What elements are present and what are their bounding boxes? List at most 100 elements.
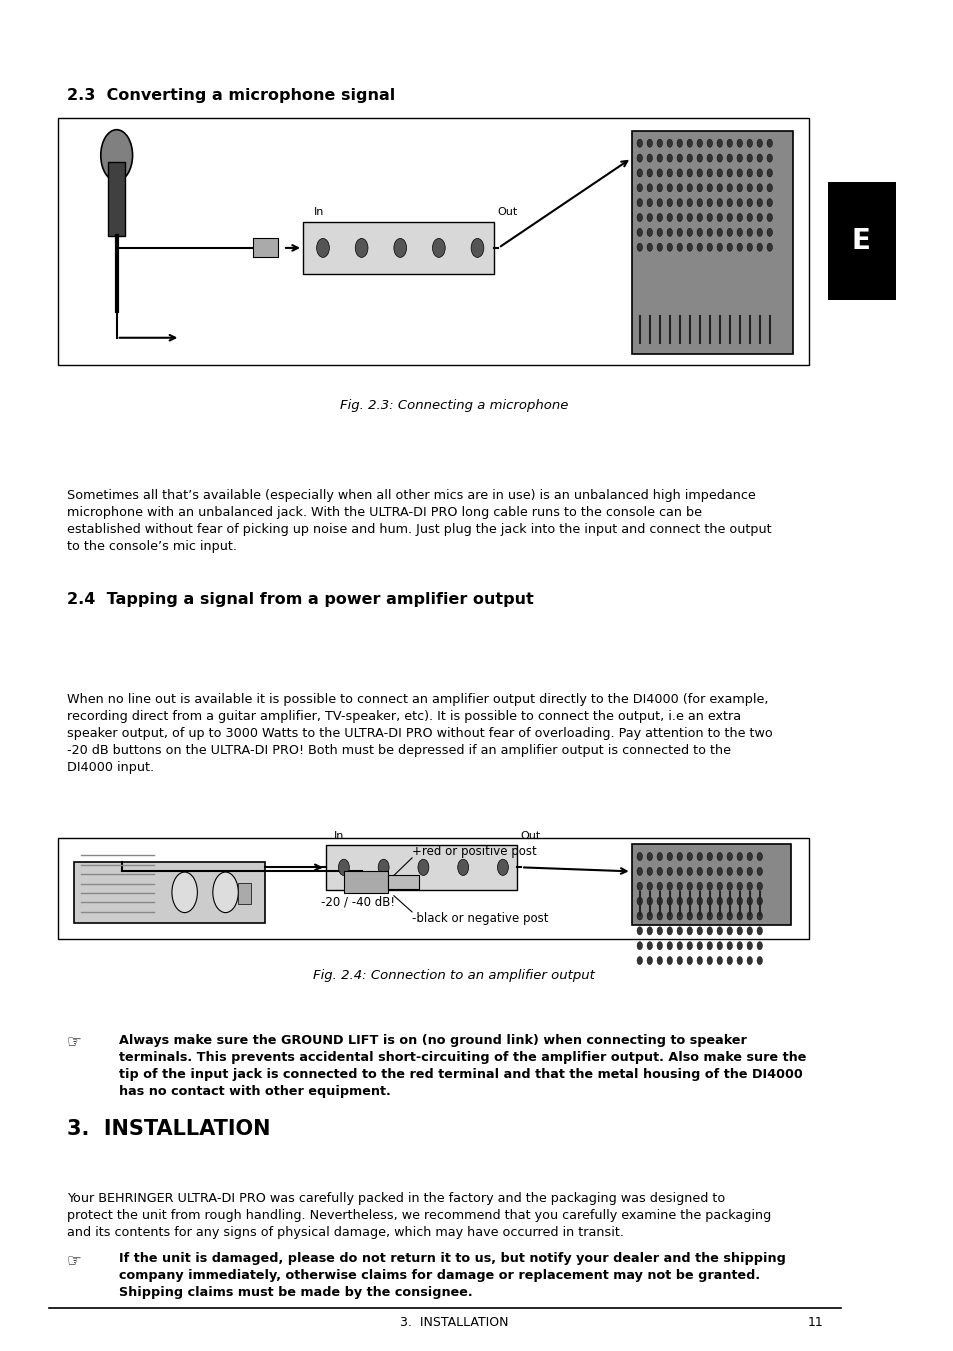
Circle shape <box>757 154 761 162</box>
Circle shape <box>637 184 641 192</box>
Circle shape <box>677 882 681 890</box>
Circle shape <box>766 199 772 207</box>
Circle shape <box>637 228 641 236</box>
Circle shape <box>657 852 661 861</box>
Circle shape <box>746 897 752 905</box>
Circle shape <box>766 243 772 251</box>
Circle shape <box>666 897 672 905</box>
Circle shape <box>666 927 672 935</box>
Circle shape <box>757 867 761 875</box>
Circle shape <box>697 942 701 950</box>
Circle shape <box>737 882 741 890</box>
Circle shape <box>726 184 732 192</box>
Circle shape <box>726 912 732 920</box>
Circle shape <box>706 897 712 905</box>
Circle shape <box>637 243 641 251</box>
Circle shape <box>717 927 721 935</box>
Circle shape <box>706 213 712 222</box>
Text: 2.3  Converting a microphone signal: 2.3 Converting a microphone signal <box>67 88 395 103</box>
Bar <box>57 118 808 365</box>
Circle shape <box>666 154 672 162</box>
Circle shape <box>746 154 752 162</box>
Circle shape <box>717 228 721 236</box>
Circle shape <box>737 957 741 965</box>
Text: Your BEHRINGER ULTRA-DI PRO was carefully packed in the factory and the packagin: Your BEHRINGER ULTRA-DI PRO was carefull… <box>67 1192 770 1239</box>
Circle shape <box>394 238 406 258</box>
Circle shape <box>746 942 752 950</box>
Circle shape <box>637 199 641 207</box>
Circle shape <box>666 867 672 875</box>
Circle shape <box>417 859 429 875</box>
Circle shape <box>717 897 721 905</box>
Text: +red or positive post: +red or positive post <box>412 844 537 858</box>
Circle shape <box>766 184 772 192</box>
Circle shape <box>717 957 721 965</box>
Circle shape <box>686 139 692 147</box>
Circle shape <box>717 199 721 207</box>
Circle shape <box>657 927 661 935</box>
Circle shape <box>757 897 761 905</box>
Circle shape <box>717 852 721 861</box>
Circle shape <box>637 957 641 965</box>
Text: ☞: ☞ <box>67 1034 81 1051</box>
Ellipse shape <box>101 130 132 181</box>
Circle shape <box>677 867 681 875</box>
Circle shape <box>686 927 692 935</box>
Circle shape <box>637 897 641 905</box>
Bar <box>631 131 793 354</box>
Circle shape <box>338 859 349 875</box>
Circle shape <box>697 912 701 920</box>
Circle shape <box>737 169 741 177</box>
Circle shape <box>726 867 732 875</box>
Circle shape <box>686 852 692 861</box>
Circle shape <box>746 882 752 890</box>
Circle shape <box>686 213 692 222</box>
Circle shape <box>666 882 672 890</box>
Circle shape <box>677 927 681 935</box>
Circle shape <box>646 199 652 207</box>
Circle shape <box>737 154 741 162</box>
Circle shape <box>686 882 692 890</box>
Circle shape <box>637 867 641 875</box>
Circle shape <box>637 942 641 950</box>
Text: When no line out is available it is possible to connect an amplifier output dire: When no line out is available it is poss… <box>67 693 772 774</box>
Circle shape <box>677 243 681 251</box>
Circle shape <box>757 199 761 207</box>
Circle shape <box>697 199 701 207</box>
Text: Sometimes all that’s available (especially when all other mics are in use) is an: Sometimes all that’s available (especial… <box>67 489 771 553</box>
Text: 2.4  Tapping a signal from a power amplifier output: 2.4 Tapping a signal from a power amplif… <box>67 592 533 607</box>
Circle shape <box>497 859 508 875</box>
Circle shape <box>746 184 752 192</box>
Circle shape <box>737 942 741 950</box>
Circle shape <box>757 882 761 890</box>
Bar <box>387 875 419 889</box>
Circle shape <box>646 912 652 920</box>
Text: Out: Out <box>497 207 517 216</box>
Circle shape <box>646 169 652 177</box>
Circle shape <box>637 169 641 177</box>
Circle shape <box>737 228 741 236</box>
Circle shape <box>766 228 772 236</box>
Circle shape <box>766 154 772 162</box>
Circle shape <box>726 852 732 861</box>
Circle shape <box>666 169 672 177</box>
Circle shape <box>737 184 741 192</box>
Circle shape <box>757 139 761 147</box>
Circle shape <box>706 852 712 861</box>
Circle shape <box>706 927 712 935</box>
Circle shape <box>746 927 752 935</box>
Circle shape <box>697 882 701 890</box>
Circle shape <box>706 228 712 236</box>
Circle shape <box>717 184 721 192</box>
Ellipse shape <box>172 873 197 913</box>
Circle shape <box>646 897 652 905</box>
Circle shape <box>686 169 692 177</box>
Circle shape <box>726 169 732 177</box>
Circle shape <box>666 228 672 236</box>
Text: 11: 11 <box>806 1316 822 1329</box>
Circle shape <box>666 139 672 147</box>
Circle shape <box>646 942 652 950</box>
Circle shape <box>646 852 652 861</box>
Circle shape <box>697 927 701 935</box>
Circle shape <box>757 852 761 861</box>
